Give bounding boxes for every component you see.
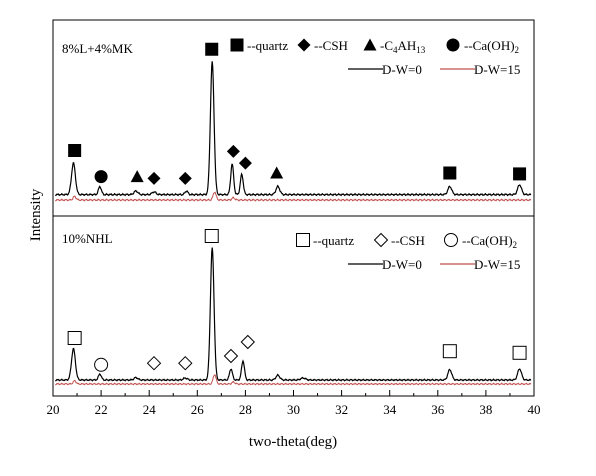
panel-1-peak-marker-6: [205, 42, 219, 56]
x-tick-label-24: 24: [143, 402, 157, 417]
x-tick-label-30: 30: [287, 402, 300, 417]
panel-2-series-dw15: [55, 374, 532, 386]
panel-1-peak-marker-11: [513, 167, 527, 181]
panel-1-legend-label-4: --Ca(OH)2: [464, 38, 519, 55]
panel-2-peak-marker-9: [512, 345, 527, 360]
plot-layer: [54, 42, 532, 386]
x-tick-label-28: 28: [239, 402, 252, 417]
x-tick-label-38: 38: [479, 402, 492, 417]
panel-2-legend-marker-1: [296, 233, 310, 247]
x-tick-label-34: 34: [383, 402, 397, 417]
panel-2-peak-marker-7: [240, 334, 256, 350]
panel-2-legend-label-2: --CSH: [391, 233, 425, 248]
x-tick-label-20: 20: [47, 402, 60, 417]
panel-2-legend-series-2: D-W=15: [474, 257, 520, 272]
panel-1-title: 8%L+4%MK: [62, 41, 133, 56]
panel-1-legend-marker-1: [230, 38, 244, 52]
x-tick-label-36: 36: [431, 402, 445, 417]
x-tick-label-40: 40: [528, 402, 541, 417]
panel-1-peak-marker-4: [147, 171, 161, 185]
panel-1-legend-marker-2: [297, 38, 311, 52]
x-tick-label-26: 26: [191, 402, 205, 417]
panel-1-peak-marker-10: [443, 166, 457, 180]
panel-1-peak-marker-3: [130, 170, 144, 183]
panel-1-legend-series-1: D-W=0: [382, 62, 422, 77]
panel-1-series-dw0: [54, 61, 532, 197]
x-axis-label: two-theta(deg): [249, 434, 337, 450]
panel-1-peak-marker-7: [226, 144, 240, 158]
panel-2-peak-marker-4: [178, 355, 193, 371]
x-tick-label-22: 22: [95, 402, 108, 417]
panel-1-series-dw15: [55, 191, 532, 202]
panel-1-peak-marker-9: [270, 166, 284, 179]
panel-1-legend-series-2: D-W=15: [474, 62, 520, 77]
panel-2-peak-marker-3: [146, 355, 162, 371]
legends: --quartz --CSH -C4AH13 --Ca(OH)2 D-W=0 D-W=15…: [230, 38, 520, 272]
panel-2-legend-series-1: D-W=0: [382, 257, 422, 272]
panel-2-peak-marker-1: [67, 331, 82, 345]
panel-2-peak-marker-5: [204, 229, 219, 243]
panel-2-legend-marker-2: [373, 232, 389, 248]
panel-1-peak-marker-2: [94, 170, 108, 184]
panel-2-title: 10%NHL: [62, 231, 113, 246]
panel-1-legend-label-2: --CSH: [314, 38, 348, 53]
x-axis: 20 22 24 26 28 30 32 34 36 38 40: [47, 390, 541, 417]
panel-2-peak-marker-2: [94, 357, 109, 372]
panel-1-peak-marker-5: [178, 171, 192, 185]
panel-1-legend-marker-4: [446, 38, 460, 52]
panel-2-peak-marker-8: [442, 344, 457, 359]
panel-1-legend-label-3: -C4AH13: [380, 38, 426, 55]
panel-2-legend-marker-3: [444, 233, 458, 247]
y-axis-label: Intensity: [28, 188, 44, 241]
panel-1-peak-marker-8: [238, 156, 252, 170]
panel-2-legend-label-3: --Ca(OH)2: [462, 233, 517, 250]
panel-2-series-dw0: [54, 247, 532, 382]
panel-2-legend-label-1: --quartz: [313, 233, 354, 248]
panel-1-legend-label-1: --quartz: [247, 38, 288, 53]
panel-1-legend-marker-3: [363, 38, 377, 51]
x-tick-label-32: 32: [335, 402, 348, 417]
panel-2-peak-marker-6: [223, 348, 239, 364]
panel-1-peak-marker-1: [68, 144, 82, 157]
